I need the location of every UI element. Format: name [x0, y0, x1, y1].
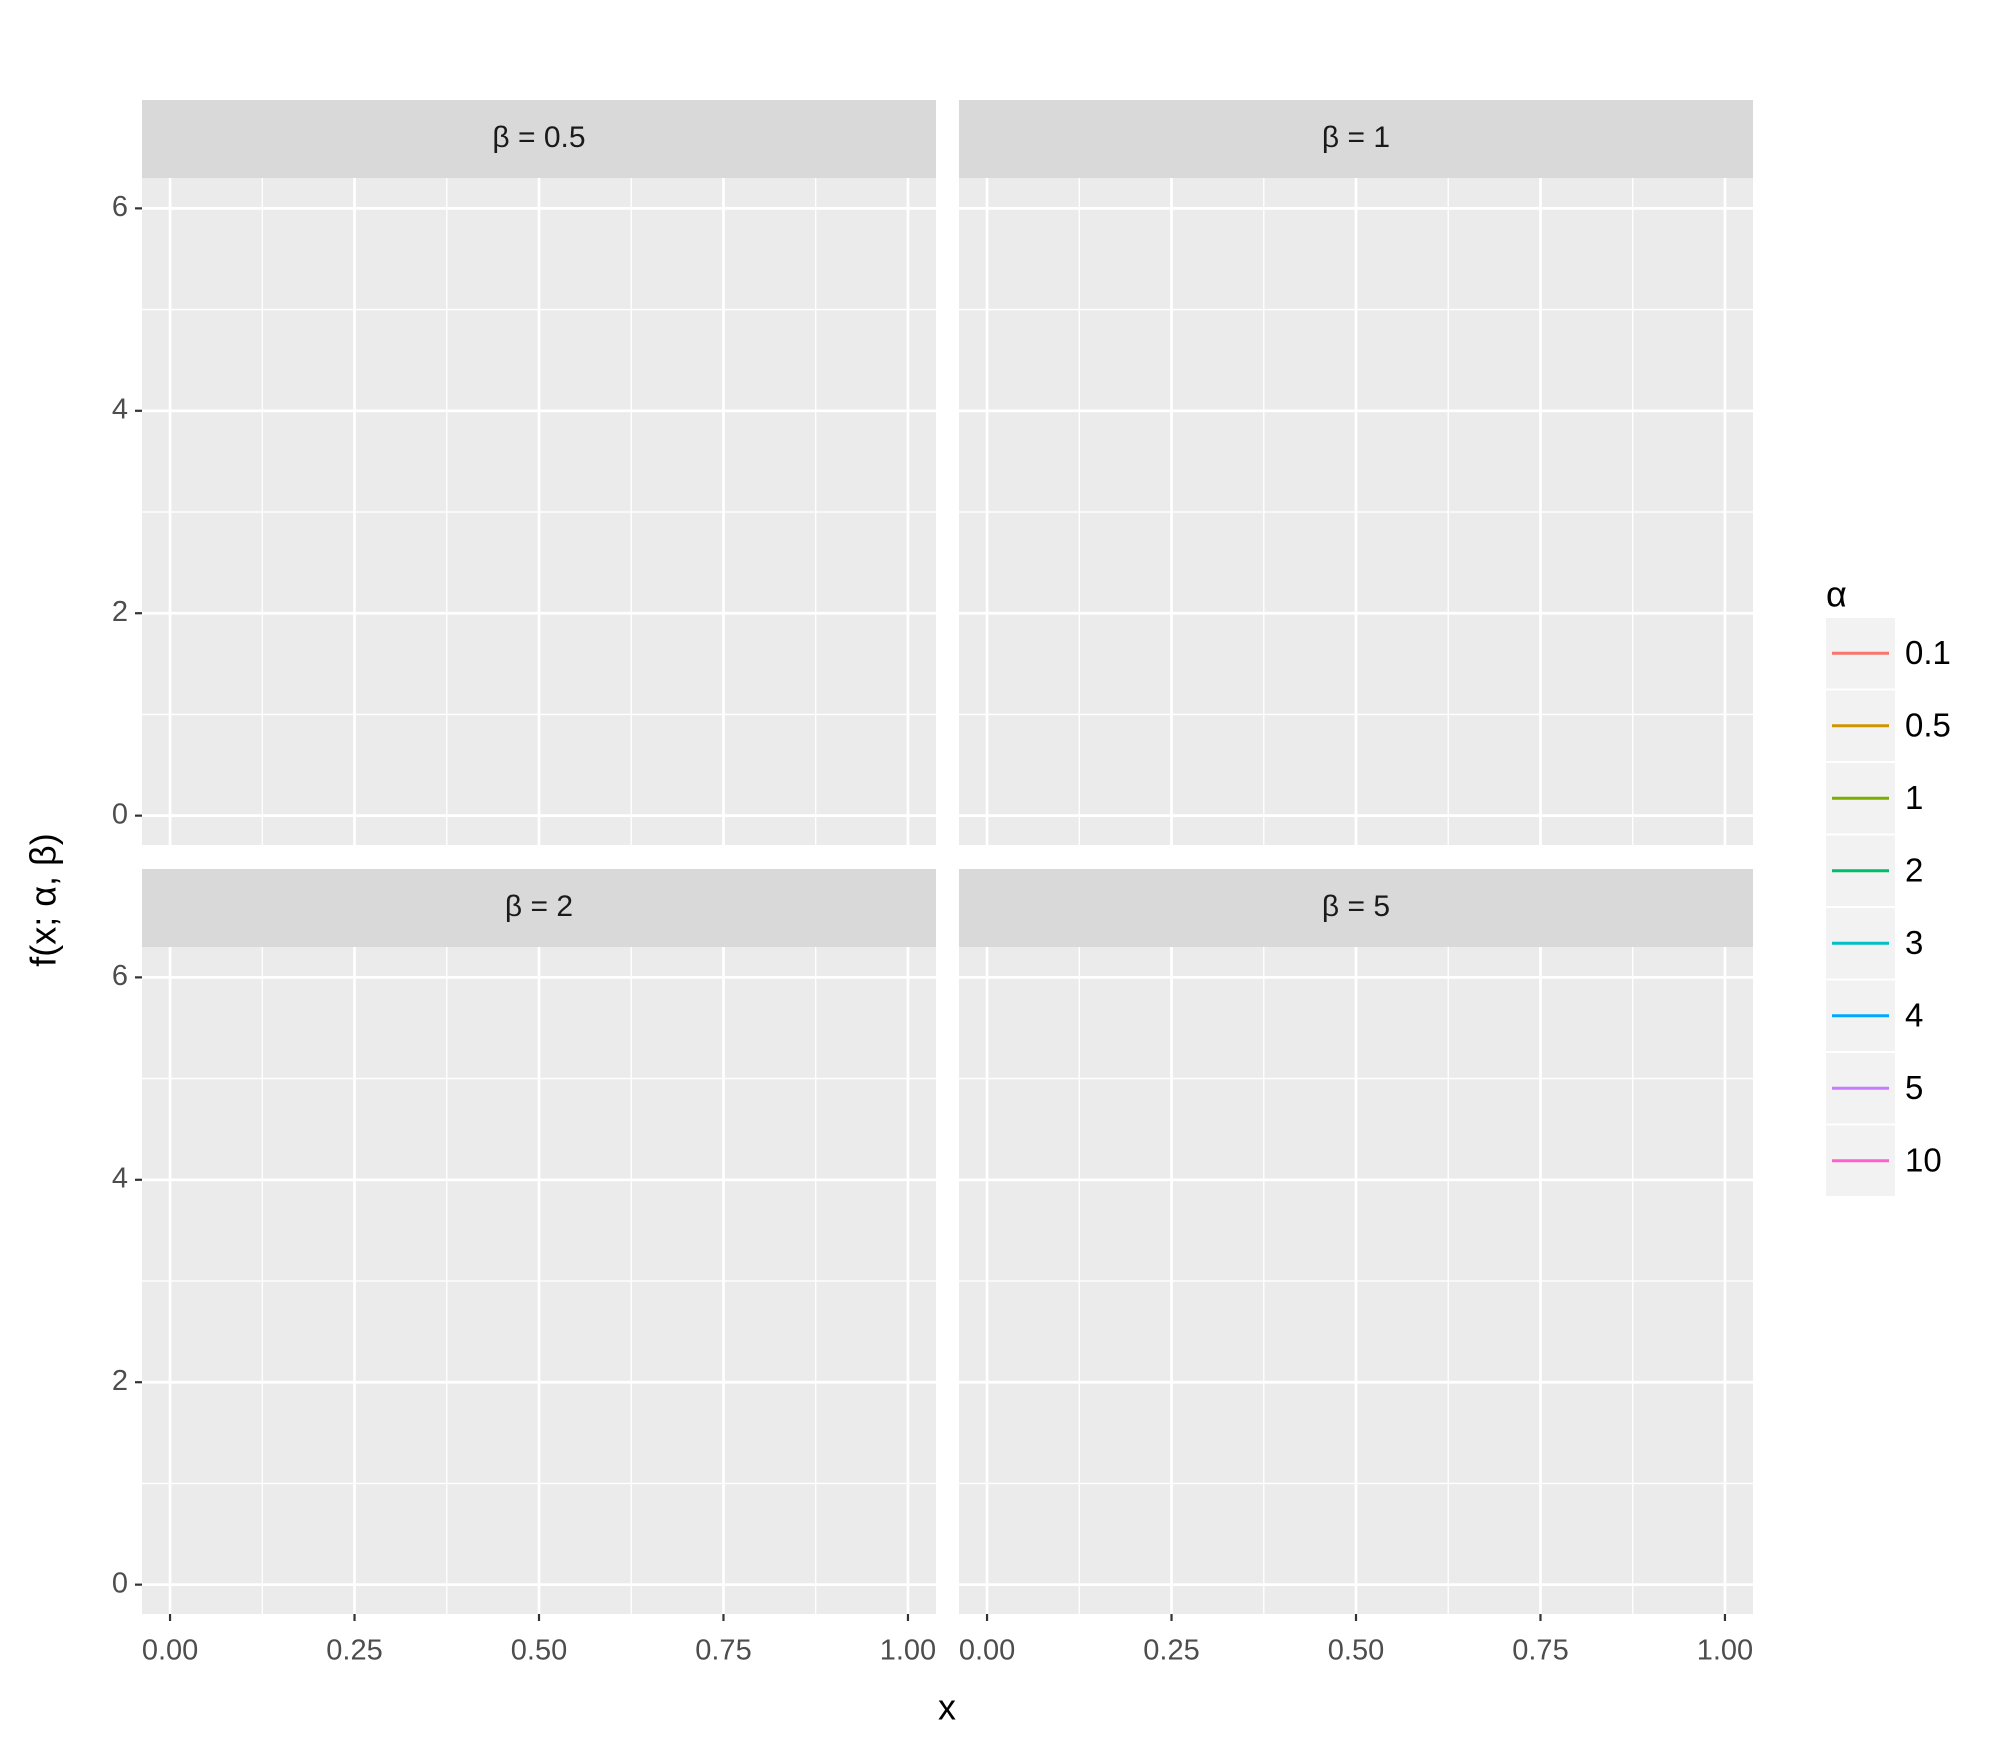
- x-tick-label: 0.50: [1328, 1635, 1384, 1667]
- x-tick-label: 1.00: [1697, 1635, 1753, 1667]
- x-tick-label: 0.75: [695, 1635, 751, 1667]
- facet-title: β = 2: [505, 890, 573, 923]
- y-axis-title: f(x; α, β): [23, 833, 64, 967]
- x-tick-label: 0.50: [511, 1635, 567, 1667]
- legend-label: 2: [1905, 851, 1923, 888]
- facet-strip: [142, 869, 936, 947]
- x-tick-label: 0.00: [959, 1635, 1015, 1667]
- facet-strip: [959, 869, 1753, 947]
- legend-label: 1: [1905, 779, 1923, 816]
- legend-label: 5: [1905, 1069, 1923, 1106]
- y-tick-label: 2: [112, 596, 128, 628]
- legend-label: 4: [1905, 996, 1923, 1033]
- x-tick-label: 0.25: [326, 1635, 382, 1667]
- y-tick-label: 0: [112, 798, 128, 830]
- y-tick-label: 4: [112, 1162, 128, 1194]
- legend-label: 0.1: [1905, 634, 1951, 671]
- y-tick-label: 6: [112, 960, 128, 992]
- legend-label: 3: [1905, 924, 1923, 961]
- y-tick-label: 0: [112, 1567, 128, 1599]
- facet-strip: [142, 100, 936, 178]
- y-tick-label: 2: [112, 1365, 128, 1397]
- facet-title: β = 0.5: [492, 121, 585, 154]
- y-tick-label: 6: [112, 191, 128, 223]
- x-tick-label: 0.75: [1512, 1635, 1568, 1667]
- facet-title: β = 5: [1322, 890, 1390, 923]
- legend-label: 10: [1905, 1141, 1942, 1178]
- legend-label: 0.5: [1905, 706, 1951, 743]
- legend-title: α: [1826, 574, 1847, 615]
- facet-strip: [959, 100, 1753, 178]
- facet-title: β = 1: [1322, 121, 1390, 154]
- y-tick-label: 4: [112, 393, 128, 425]
- x-tick-label: 0.25: [1143, 1635, 1199, 1667]
- x-tick-label: 1.00: [880, 1635, 936, 1667]
- x-tick-label: 0.00: [142, 1635, 198, 1667]
- x-axis-title: x: [938, 1687, 956, 1728]
